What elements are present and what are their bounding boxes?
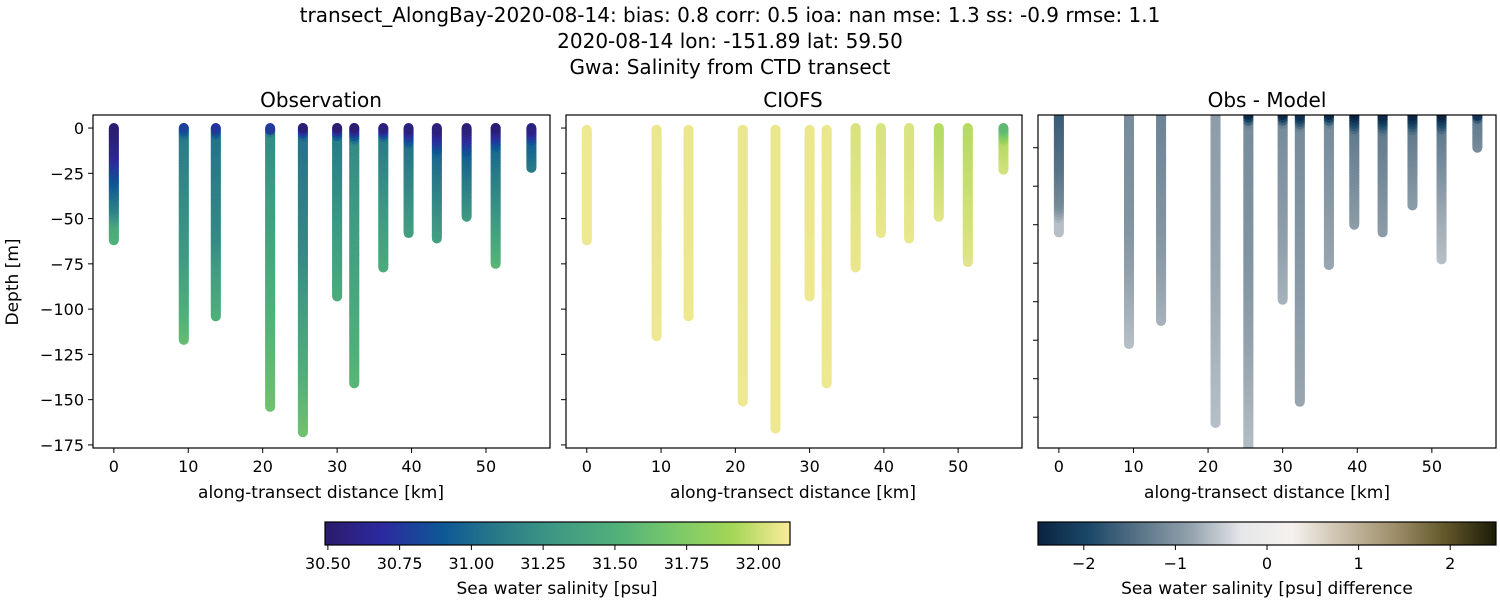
colorbar-tick-label: 2 xyxy=(1445,554,1455,573)
y-tick-label: −50 xyxy=(50,210,84,229)
x-tick-label: 10 xyxy=(651,457,671,476)
colorbar-tick-label: 30.75 xyxy=(377,554,423,573)
panel-title-obs-minus-model: Obs - Model xyxy=(1208,88,1327,112)
panel-title-ciofs: CIOFS xyxy=(763,88,822,112)
colorbar-tick-label: 0 xyxy=(1262,554,1272,573)
y-tick-label: −75 xyxy=(50,255,84,274)
colorbar-difference: −2 −1 0 1 2 xyxy=(1037,521,1497,573)
data-layer xyxy=(108,123,537,438)
panel-observation: 0 10 20 30 40 50 0 −25 −50 −75 −100 −125 −150 −175 xyxy=(40,114,551,476)
colorbar-tick-label: −1 xyxy=(1164,554,1188,573)
x-tick-label: 30 xyxy=(799,457,819,476)
x-axis-label-observation: along-transect distance [km] xyxy=(198,483,444,503)
data-layer xyxy=(1053,115,1483,448)
x-tick-label: 30 xyxy=(327,457,347,476)
x-axis-label-ciofs: along-transect distance [km] xyxy=(670,483,916,503)
colorbar-tick-label: 31.00 xyxy=(448,554,494,573)
x-tick-label: 50 xyxy=(948,457,968,476)
x-tick-label: 50 xyxy=(476,457,496,476)
colorbar-salinity: 30.50 30.75 31.00 31.25 31.50 31.75 32.00 xyxy=(305,521,791,573)
figure-title-line-2: 2020-08-14 lon: -151.89 lat: 59.50 xyxy=(557,29,903,53)
x-tick-label: 20 xyxy=(253,457,273,476)
panel-obs-minus-model: 0 10 20 30 40 50 xyxy=(1033,114,1497,476)
y-tick-label: −150 xyxy=(40,391,84,410)
x-tick-label: 0 xyxy=(1054,457,1064,476)
colorbar-tick-label: −2 xyxy=(1072,554,1096,573)
axes-frame xyxy=(565,114,1023,449)
x-tick-label: 0 xyxy=(109,457,119,476)
figure-title-line-3: Gwa: Salinity from CTD transect xyxy=(570,55,891,79)
colorbar-bar xyxy=(324,521,791,546)
y-tick-label: 0 xyxy=(74,119,84,138)
x-tick-label: 20 xyxy=(1198,457,1218,476)
y-tick-label: −100 xyxy=(40,300,84,319)
x-tick-label: 10 xyxy=(1123,457,1143,476)
x-tick-label: 40 xyxy=(1347,457,1367,476)
y-tick-label: −175 xyxy=(40,436,84,455)
x-tick-label: 40 xyxy=(874,457,894,476)
colorbar-tick-label: 31.50 xyxy=(592,554,638,573)
x-axis-label-obs-minus-model: along-transect distance [km] xyxy=(1144,483,1390,503)
x-tick-label: 50 xyxy=(1422,457,1442,476)
y-tick-label: −25 xyxy=(50,164,84,183)
x-tick-label: 0 xyxy=(582,457,592,476)
panel-ciofs: 0 10 20 30 40 50 xyxy=(561,114,1023,476)
data-layer xyxy=(581,123,1009,434)
panel-title-observation: Observation xyxy=(260,88,382,112)
colorbar-label-difference: Sea water salinity [psu] difference xyxy=(1121,579,1413,599)
x-tick-label: 20 xyxy=(725,457,745,476)
colorbar-bar xyxy=(1037,521,1497,546)
colorbar-tick-label: 1 xyxy=(1354,554,1364,573)
figure-title-line-1: transect_AlongBay-2020-08-14: bias: 0.8 … xyxy=(300,3,1161,27)
axes-frame xyxy=(1037,114,1497,449)
x-tick-label: 10 xyxy=(178,457,198,476)
colorbar-label-salinity: Sea water salinity [psu] xyxy=(457,579,658,599)
x-tick-label: 30 xyxy=(1272,457,1292,476)
y-axis-label: Depth [m] xyxy=(3,238,23,325)
axes-frame xyxy=(92,114,551,449)
y-tick-label: −125 xyxy=(40,345,84,364)
colorbar-tick-label: 30.50 xyxy=(305,554,351,573)
colorbar-tick-label: 31.75 xyxy=(664,554,710,573)
colorbar-tick-label: 31.25 xyxy=(520,554,566,573)
colorbar-tick-label: 32.00 xyxy=(736,554,782,573)
x-tick-label: 40 xyxy=(401,457,421,476)
